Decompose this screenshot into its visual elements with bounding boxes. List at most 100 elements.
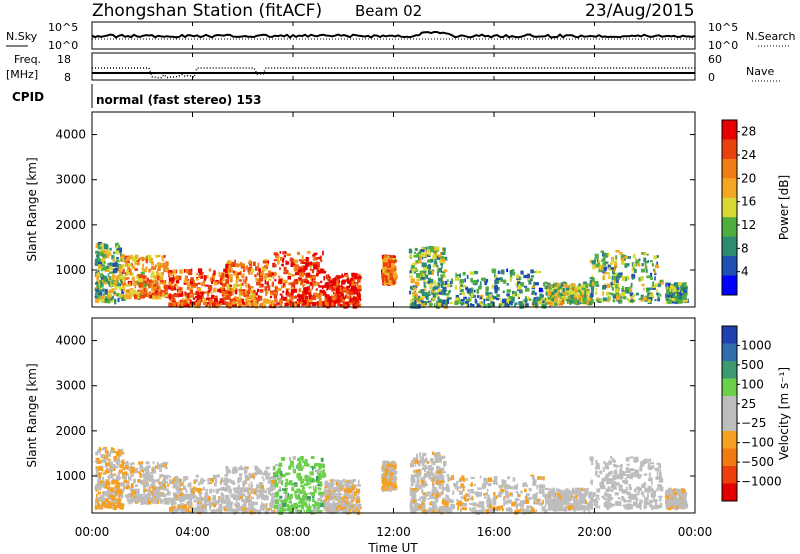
echo-cell	[202, 479, 206, 482]
echo-cell	[485, 295, 490, 299]
echo-cell	[290, 504, 293, 509]
echo-cell	[393, 274, 398, 279]
echo-cell	[511, 296, 515, 302]
echo-cell	[597, 261, 601, 266]
echo-cell	[296, 300, 299, 304]
echo-cell	[226, 470, 229, 475]
echo-cell	[172, 508, 176, 513]
echo-cell	[385, 270, 388, 274]
echo-cell	[443, 256, 448, 261]
echo-cell	[307, 298, 309, 304]
echo-cell	[517, 280, 521, 284]
echo-cell	[673, 297, 678, 302]
echo-cell	[163, 254, 166, 258]
echo-cell	[556, 295, 560, 299]
echo-cell	[311, 284, 314, 288]
echo-cell	[424, 274, 429, 279]
echo-cell	[289, 300, 292, 306]
echo-cell	[111, 280, 114, 285]
echo-cell	[315, 261, 319, 267]
echo-cell	[609, 262, 613, 266]
echo-cell	[155, 287, 160, 290]
echo-cell	[418, 290, 422, 294]
echo-cell	[161, 264, 164, 268]
echo-cell	[175, 275, 179, 281]
echo-cell	[311, 302, 316, 307]
echo-cell	[112, 276, 117, 280]
echo-cell	[322, 474, 325, 479]
echo-cell	[532, 298, 537, 304]
echo-cell	[278, 278, 283, 283]
echo-cell	[439, 255, 444, 260]
echo-cell	[293, 265, 299, 271]
echo-cell	[531, 285, 535, 289]
echo-cell	[332, 279, 337, 284]
echo-cell	[337, 505, 341, 508]
echo-cell	[158, 487, 164, 489]
echo-cell	[542, 297, 546, 301]
echo-cell	[506, 293, 511, 296]
echo-cell	[489, 297, 493, 302]
echo-cell	[414, 291, 417, 296]
echo-cell	[190, 289, 194, 294]
echo-cell	[139, 466, 144, 469]
echo-cell	[101, 267, 103, 272]
echo-cell	[254, 509, 259, 514]
echo-cell	[388, 273, 391, 277]
echo-cell	[213, 270, 216, 276]
echo-cell	[235, 280, 238, 283]
echo-cell	[121, 459, 125, 465]
echo-cell	[429, 269, 432, 272]
echo-cell	[381, 254, 385, 259]
echo-cell	[266, 285, 271, 288]
echo-cell	[103, 482, 106, 487]
echo-cell	[553, 301, 557, 306]
echo-cell	[255, 467, 260, 473]
echo-cell	[215, 489, 219, 492]
echo-cell	[567, 298, 571, 301]
echo-cell	[432, 293, 436, 298]
echo-cell	[615, 272, 620, 276]
echo-cell	[126, 272, 131, 276]
echo-cell	[179, 507, 184, 511]
echo-cell	[583, 281, 587, 286]
colorbar-segment	[722, 158, 737, 179]
echo-cell	[193, 509, 196, 513]
echo-cell	[225, 483, 229, 487]
echo-cell	[122, 474, 127, 480]
echo-cell	[608, 295, 611, 300]
echo-cell	[108, 289, 114, 293]
echo-cell	[496, 279, 499, 284]
echo-cell	[101, 259, 106, 264]
echo-cell	[237, 272, 241, 275]
echo-cell	[269, 477, 272, 481]
echo-cell	[178, 485, 181, 490]
echo-cell	[299, 489, 303, 495]
echo-cell	[262, 479, 265, 482]
echo-cell	[287, 276, 292, 280]
echo-cell	[617, 283, 620, 286]
echo-cell	[126, 294, 132, 299]
echo-cell	[435, 246, 440, 251]
echo-cell	[153, 283, 157, 288]
echo-cell	[545, 301, 548, 305]
echo-cell	[451, 279, 454, 284]
echo-cell	[682, 298, 686, 303]
echo-cell	[277, 479, 282, 484]
echo-cell	[349, 284, 352, 287]
echo-cell	[231, 290, 234, 296]
echo-cell	[325, 485, 328, 489]
echo-cell	[119, 253, 122, 258]
echo-cell	[391, 483, 395, 487]
echo-cell	[253, 304, 257, 307]
echo-cell	[434, 302, 437, 306]
echo-cell	[325, 483, 329, 486]
echo-cell	[124, 278, 126, 283]
echo-cell	[291, 486, 295, 492]
echo-cell	[157, 500, 160, 504]
echo-cell	[260, 272, 263, 275]
echo-cell	[122, 467, 125, 471]
echo-cell	[138, 284, 143, 288]
echo-cell	[142, 481, 146, 485]
echo-cell	[117, 476, 120, 481]
